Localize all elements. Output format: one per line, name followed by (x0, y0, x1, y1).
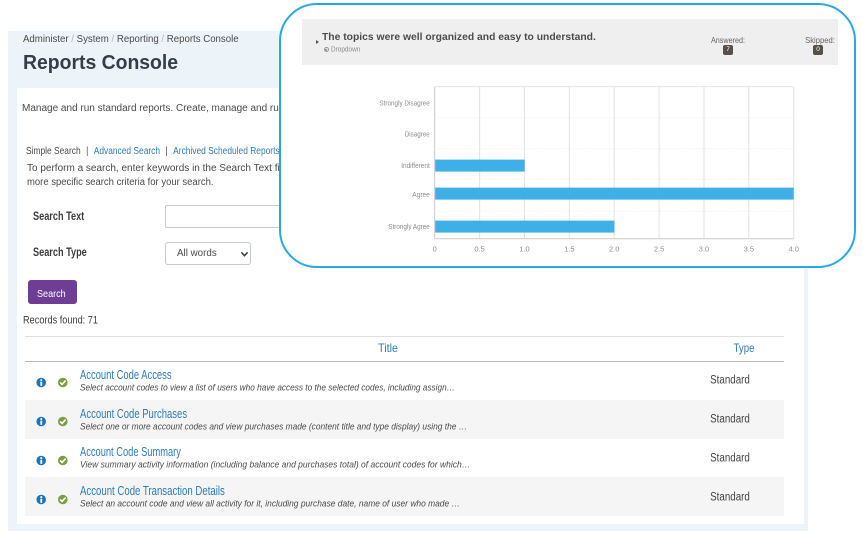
svg-text:Strongly Agree: Strongly Agree (388, 222, 430, 231)
svg-text:0.5: 0.5 (474, 245, 484, 254)
svg-text:Indifferent: Indifferent (401, 161, 430, 170)
svg-text:2.0: 2.0 (609, 245, 619, 254)
svg-text:4.0: 4.0 (788, 245, 798, 254)
svg-text:Disagree: Disagree (405, 130, 430, 139)
svg-text:1.0: 1.0 (519, 245, 529, 254)
svg-text:1.5: 1.5 (564, 245, 574, 254)
svg-text:Agree: Agree (412, 190, 430, 199)
svg-text:Strongly Disagree: Strongly Disagree (379, 98, 429, 107)
svg-text:3.0: 3.0 (699, 245, 709, 254)
svg-text:0: 0 (433, 245, 437, 254)
svg-text:2.5: 2.5 (654, 245, 664, 254)
svg-text:3.5: 3.5 (744, 245, 754, 254)
